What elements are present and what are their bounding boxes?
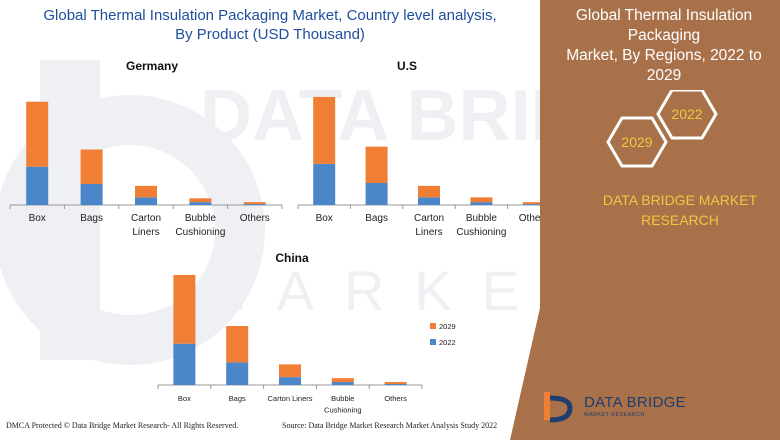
bar-2029 [331,378,354,383]
hexagon-2022-label: 2022 [671,106,702,122]
bar-2029 [522,202,540,205]
side-panel [510,0,780,440]
x-tick-label: Cushioning [324,406,362,415]
logo-tagline: MARKET RESEARCH [584,412,645,418]
side-title: Global Thermal Insulation Packaging Mark… [548,6,780,86]
page-title-line2: By Product (USD Thousand) [175,26,365,43]
bar-2022 [80,183,103,205]
bar-2022 [470,202,493,205]
x-tick-label: Bubble [466,213,498,224]
charts-area: Germany Box Bags Carton Liners Bubble Cushioni… [9,59,540,415]
x-tick-label: Carton [131,213,161,224]
bar-2029 [313,96,336,164]
page-title: Global Thermal Insulation Packaging Mark… [0,6,540,44]
logo-name: DATA BRIDGE [584,394,686,411]
x-tick-label: Others [240,213,270,224]
hexagon-2022 [656,90,718,140]
chart-title: Germany [126,59,178,73]
x-tick-label: Bubble [185,213,217,224]
logo-icon [544,392,573,423]
bar-2029 [470,197,493,203]
bar-2022 [418,197,440,205]
bar-2022 [243,204,266,205]
chart-title: China [275,251,309,265]
left-panel [0,0,540,440]
bar-2022 [189,202,212,205]
page-title-line1: Global Thermal Insulation Packaging Mark… [43,7,497,24]
x-tick-label: Box [29,213,46,224]
hexagon-2029-label: 2029 [621,134,652,150]
year-hexagons: 2022 2029 [606,90,718,168]
x-tick-label: Carton Liners [267,394,312,403]
bar-2022 [522,204,540,205]
hexagon-2029 [606,116,668,168]
bar-2022 [365,183,388,205]
bar-2029 [279,364,301,378]
x-tick-label: Carton [414,213,444,224]
side-title-line1: Global Thermal Insulation Packaging [575,7,753,44]
bar-2029 [26,101,49,167]
legend-label: 2029 [439,322,456,331]
legend-label: 2022 [439,338,456,347]
x-tick-label: Box [316,213,333,224]
side-title-line2: Market, By Regions, 2022 to 2029 [566,47,762,84]
footer-source: Source: Data Bridge Market Research Mark… [282,421,498,430]
legend-swatch-2029 [430,323,436,329]
bar-2029 [418,185,440,198]
x-tick-label: Cushioning [175,227,225,238]
x-tick-label: Others [519,213,540,224]
bar-2029 [384,382,407,385]
bar-2022 [226,362,249,385]
bar-2022 [313,163,336,205]
bar-2022 [26,166,49,205]
bar-2029 [189,198,212,203]
bar-2029 [135,185,157,198]
legend-swatch-2022 [430,339,436,345]
bar-2022 [384,384,407,385]
brand-text-line2: RESEARCH [641,212,719,228]
x-tick-label: Bags [229,394,246,403]
brand-text: DATA BRIDGE MARKET RESEARCH [580,190,780,230]
x-tick-label: Liners [415,227,442,238]
chart-title: U.S [397,59,417,73]
bar-2029 [226,326,249,363]
x-tick-label: Bags [80,213,103,224]
x-tick-label: Bags [365,213,388,224]
footer-copyright: DMCA Protected © Data Bridge Market Rese… [6,421,239,430]
bar-2029 [80,149,103,184]
x-tick-label: Bubble [331,394,354,403]
x-tick-label: Cushioning [456,227,506,238]
bar-2022 [173,343,196,385]
bar-2029 [365,146,388,183]
x-tick-label: Liners [132,227,159,238]
bar-2029 [173,274,196,344]
brand-text-line1: DATA BRIDGE MARKET [602,192,758,208]
bar-2022 [135,197,157,205]
side-panel-edge [510,0,590,440]
bar-2029 [243,202,266,205]
x-tick-label: Others [384,394,407,403]
bar-2022 [279,377,301,385]
bar-2022 [331,382,354,385]
x-tick-label: Box [178,394,191,403]
